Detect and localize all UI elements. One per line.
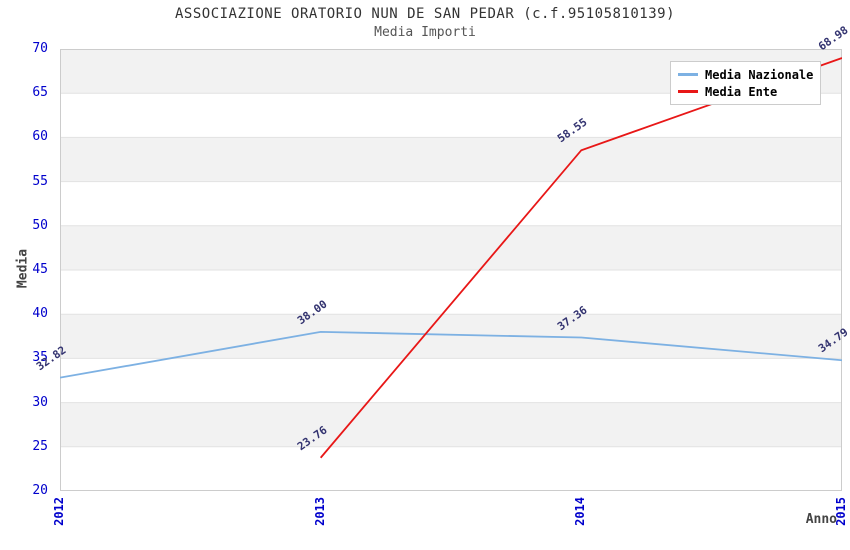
legend-swatch-media-ente-icon	[678, 90, 698, 93]
y-tick-label: 65	[32, 85, 48, 101]
plot-svg	[59, 48, 843, 492]
legend-label-media-ente: Media Ente	[705, 84, 778, 99]
x-tick-label: 2015	[834, 497, 848, 526]
y-tick-label: 35	[32, 350, 48, 366]
plot-area	[59, 48, 843, 492]
y-tick-label: 20	[32, 483, 48, 498]
legend: Media Nazionale Media Ente	[670, 61, 821, 105]
x-tick-label: 2014	[573, 497, 588, 526]
legend-item-media-nazionale: Media Nazionale	[678, 66, 820, 83]
y-tick-label: 55	[32, 173, 48, 189]
series-line-media-nazionale	[59, 330, 843, 379]
y-tick-label: 40	[32, 306, 48, 322]
y-tick-label: 70	[32, 41, 48, 56]
x-tick-label: 2013	[312, 497, 327, 526]
x-axis-title: Anno	[805, 512, 837, 527]
y-tick-label: 45	[32, 262, 48, 277]
y-tick-label: 50	[32, 217, 48, 233]
legend-swatch-media-nazionale-icon	[678, 73, 698, 76]
chart-title: ASSOCIAZIONE ORATORIO NUN DE SAN PEDAR (…	[174, 6, 675, 22]
y-tick-label: 30	[32, 394, 48, 410]
chart-subtitle: Media Importi	[374, 25, 476, 40]
y-tick-label: 25	[32, 438, 48, 454]
y-tick-label: 60	[32, 129, 48, 145]
legend-item-media-ente: Media Ente	[678, 83, 820, 100]
legend-label-media-nazionale: Media Nazionale	[705, 67, 814, 82]
x-tick-label: 2012	[52, 497, 66, 526]
